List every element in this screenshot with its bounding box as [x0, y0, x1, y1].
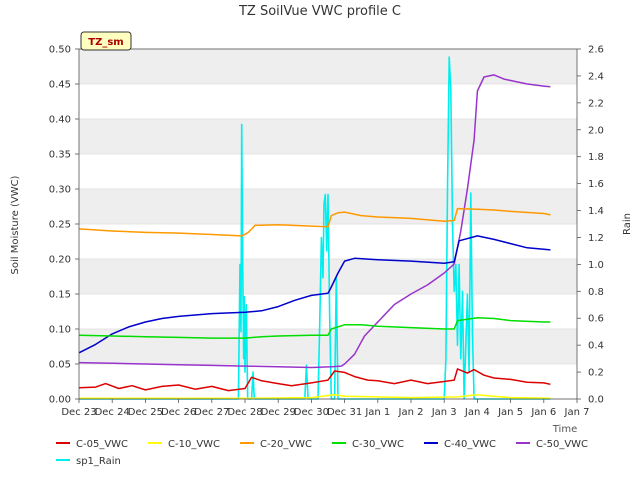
x-tick-label: Dec 23 — [61, 407, 96, 418]
site-label: TZ_sm — [88, 37, 123, 48]
x-tick-label: Jan 5 — [497, 407, 523, 418]
y-axis: 0.00 0.05 0.10 0.15 0.20 0.25 0.30 0.35 0.40 0.45… — [49, 45, 79, 406]
x-tick-label: Jan 1 — [364, 407, 390, 418]
y2-tick-label: 1.8 — [588, 152, 604, 163]
x-tick-label: Dec 25 — [128, 407, 163, 418]
x-tick-label: Dec 30 — [294, 407, 329, 418]
y-tick-label: 0.05 — [49, 360, 71, 371]
legend-label: C-30_VWC — [352, 439, 404, 450]
y2-axis-label: Rain — [622, 213, 633, 235]
x-tick-label: Dec 28 — [227, 407, 262, 418]
y2-tick-label: 1.0 — [588, 260, 604, 271]
legend-label: C-40_VWC — [444, 439, 496, 450]
legend-label: C-50_VWC — [536, 439, 588, 450]
y2-tick-label: 2.2 — [588, 98, 604, 109]
y-tick-label: 0.15 — [49, 290, 71, 301]
y-tick-label: 0.30 — [49, 185, 71, 196]
series-line-sp1-rain — [79, 56, 551, 400]
y-tick-label: 0.50 — [49, 45, 71, 56]
y2-tick-label: 0.8 — [588, 287, 604, 298]
legend-label: C-10_VWC — [168, 439, 220, 450]
y-tick-label: 0.40 — [49, 115, 71, 126]
series-line-c-10-vwc — [79, 394, 551, 400]
y-axis-label: Soil Moisture (VWC) — [10, 175, 21, 274]
y-tick-label: 0.45 — [49, 80, 71, 91]
series-layer — [78, 56, 551, 400]
series-line-c-05-vwc — [78, 368, 551, 392]
legend: C-05_VWC C-10_VWC C-20_VWC C-30_VWC C-40_VWC… — [56, 439, 588, 467]
y2-tick-label: 2.6 — [588, 45, 604, 56]
grid-band — [79, 49, 577, 84]
grid-band — [79, 119, 577, 154]
x-tick-label: Jan 3 — [431, 407, 457, 418]
legend-label: C-20_VWC — [260, 439, 312, 450]
y2-tick-label: 1.2 — [588, 233, 604, 244]
y-tick-label: 0.00 — [49, 395, 71, 406]
site-label-box: TZ_sm — [80, 31, 132, 51]
y2-tick-label: 2.4 — [588, 71, 604, 82]
series-line-c-40-vwc — [78, 235, 551, 354]
series-line-c-20-vwc — [78, 207, 551, 237]
y-tick-label: 0.25 — [49, 220, 71, 231]
series-line-c-30-vwc — [78, 317, 551, 339]
x-tick-label: Jan 7 — [564, 407, 590, 418]
series-line-c-50-vwc — [78, 74, 551, 369]
grid-band — [79, 259, 577, 294]
x-tick-label: Dec 26 — [161, 407, 196, 418]
x-tick-label: Jan 4 — [464, 407, 490, 418]
x-tick-label: Dec 27 — [194, 407, 229, 418]
x-axis-label: Time — [552, 424, 577, 435]
y2-tick-label: 0.4 — [588, 341, 604, 352]
y2-tick-label: 0.6 — [588, 314, 604, 325]
y-tick-label: 0.20 — [49, 255, 71, 266]
y2-tick-label: 0.0 — [588, 395, 604, 406]
legend-label: sp1_Rain — [76, 456, 121, 467]
y2-tick-label: 1.4 — [588, 206, 604, 217]
y2-tick-label: 0.2 — [588, 368, 604, 379]
x-tick-label: Jan 2 — [398, 407, 424, 418]
x-tick-label: Dec 31 — [327, 407, 362, 418]
x-tick-label: Jan 6 — [530, 407, 556, 418]
x-tick-label: Dec 24 — [95, 407, 130, 418]
y-tick-label: 0.35 — [49, 150, 71, 161]
y2-tick-label: 2.0 — [588, 125, 604, 136]
legend-label: C-05_VWC — [76, 439, 128, 450]
y-tick-label: 0.10 — [49, 325, 71, 336]
site-label-background — [80, 31, 132, 51]
y2-axis: 0.0 0.2 0.4 0.6 0.8 1.0 1.2 1.4 1.6 1.8 2.0 2.2 2.4 2… — [577, 45, 604, 406]
y2-tick-label: 1.6 — [588, 179, 604, 190]
chart-title: TZ SoilVue VWC profile C — [238, 4, 401, 19]
x-tick-label: Dec 29 — [261, 407, 296, 418]
